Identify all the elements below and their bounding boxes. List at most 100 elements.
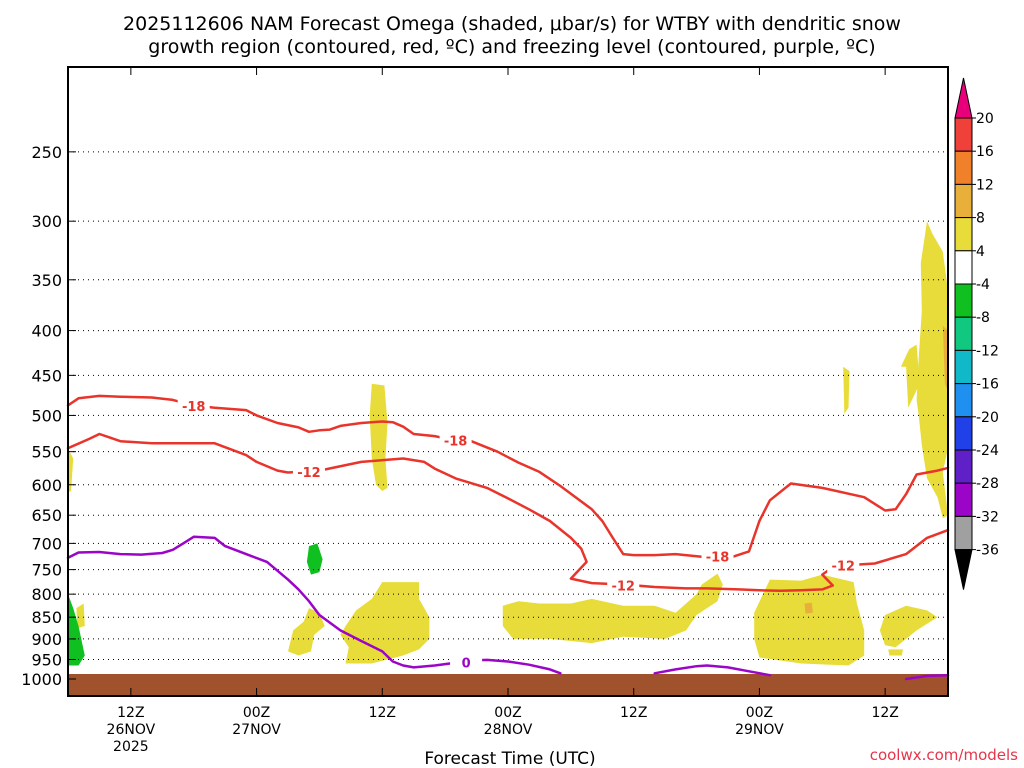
title-line-2: growth region (contoured, red, ºC) and f… (148, 36, 875, 58)
colorbar-swatch (954, 283, 973, 318)
colorbar-label: 4 (976, 244, 985, 260)
y-tick-label: 450 (31, 366, 62, 385)
colorbar-swatch (954, 449, 973, 484)
contour-label: -12 (611, 579, 635, 594)
x-tick-label: 00Z (243, 705, 270, 721)
y-tick-label: 950 (31, 650, 62, 669)
ground-surface (68, 674, 948, 696)
y-tick-label: 350 (31, 271, 62, 290)
x-tick-label: 28NOV (484, 722, 533, 738)
colorbar-swatch (954, 150, 973, 185)
colorbar-label: 8 (976, 211, 985, 227)
colorbar-label: 12 (976, 177, 994, 193)
colorbar-label: -36 (976, 543, 999, 559)
colorbar-swatch (954, 482, 973, 517)
x-tick-label: 26NOV (107, 722, 156, 738)
contour-line (904, 673, 950, 681)
contour-line (66, 394, 730, 560)
colorbar-label: -32 (976, 509, 999, 525)
y-tick-label: 400 (31, 322, 62, 341)
colorbar-swatch (954, 217, 973, 252)
contour-label-bg (701, 548, 734, 564)
x-tick-label: 27NOV (232, 722, 281, 738)
contour-label: 0 (462, 657, 471, 672)
colorbar-label: -4 (976, 277, 990, 293)
y-tick-label: 750 (31, 561, 62, 580)
omega-region-6 (340, 582, 430, 664)
colorbar-swatch (954, 349, 973, 385)
y-tick-label: 1000 (21, 670, 62, 689)
colorbar-swatch (954, 117, 973, 152)
colorbar-label: -20 (976, 410, 999, 426)
omega-region-5 (288, 608, 325, 656)
omega-region-11 (843, 366, 850, 414)
contour-label: -18 (706, 551, 730, 566)
omega-region-12 (900, 344, 920, 408)
y-axis: 250 300 350 400 450 500 550 600 650 700 750 800 850 9… (21, 143, 76, 689)
contour-line (653, 664, 772, 677)
omega-region-7 (502, 573, 723, 644)
y-tick-label: 700 (31, 534, 62, 553)
contour-label-bg (292, 463, 325, 479)
omega-shading (68, 221, 948, 666)
x-tick-label: 2025 (113, 739, 149, 755)
contour-label: -12 (831, 560, 855, 575)
y-tick-label: 850 (31, 608, 62, 627)
colorbar-swatch (954, 416, 973, 451)
colorbar-label: -8 (976, 310, 990, 326)
x-tick-label: 12Z (117, 705, 144, 721)
title-line-1: 2025112606 NAM Forecast Omega (shaded, μ… (123, 13, 901, 35)
colorbar-swatch (954, 316, 973, 351)
y-tick-label: 250 (31, 143, 62, 162)
x-tick-label: 12Z (369, 705, 396, 721)
colorbar-bottom-arrow (954, 549, 973, 590)
omega-region-14 (942, 325, 948, 392)
colorbar-top-arrow (954, 77, 973, 119)
omega-region-0 (68, 448, 74, 493)
contour-label: -18 (444, 434, 468, 449)
contour-label-bg (827, 557, 860, 573)
omega-region-1 (76, 603, 85, 629)
y-tick-label: 800 (31, 585, 62, 604)
omega-region-8 (754, 574, 865, 666)
colorbar-label: -24 (976, 443, 999, 459)
contour-line (66, 432, 950, 593)
contour-label-bg (177, 398, 210, 414)
colorbar-label: 16 (976, 144, 994, 160)
omega-region-2 (68, 594, 85, 666)
colorbar-label: -28 (976, 476, 999, 492)
contour-label-bg (439, 432, 472, 448)
y-tick-label: 300 (31, 212, 62, 231)
colorbar-swatch (954, 183, 973, 219)
colorbar-swatch (954, 515, 973, 551)
colorbar-label: 20 (976, 111, 994, 127)
y-tick-label: 650 (31, 506, 62, 525)
y-tick-label: 500 (31, 406, 62, 425)
y-tick-label: 600 (31, 476, 62, 495)
colorbar-label: -16 (976, 377, 999, 393)
x-tick-label: 29NOV (735, 722, 784, 738)
y-tick-label: 900 (31, 630, 62, 649)
omega-region-10 (888, 649, 903, 656)
contour-labels: -18 -18 -18 -12 -12 -12 0 (177, 398, 860, 672)
omega-region-3 (306, 543, 323, 575)
x-tick-label: 12Z (871, 705, 898, 721)
y-tick-label: 550 (31, 443, 62, 462)
grid (68, 151, 948, 660)
omega-region-13 (916, 221, 948, 519)
colorbar-swatch (954, 250, 973, 285)
contour-label: -18 (182, 400, 206, 415)
colorbar-label: -12 (976, 343, 999, 359)
contour-line (726, 466, 950, 560)
x-tick-label: 00Z (494, 705, 521, 721)
contour-label: -12 (297, 466, 321, 481)
omega-region-9 (879, 605, 938, 648)
contour-label-bg (607, 577, 640, 593)
colorbar: 20 16 12 8 4 -4 -8 -12 -16 -20 -24 -28 -32 -36 (954, 77, 999, 590)
credit-text: coolwx.com/models (870, 746, 1018, 764)
contour-label-bg (450, 654, 483, 670)
x-tick-label: 12Z (620, 705, 647, 721)
omega-region-4 (369, 383, 388, 491)
